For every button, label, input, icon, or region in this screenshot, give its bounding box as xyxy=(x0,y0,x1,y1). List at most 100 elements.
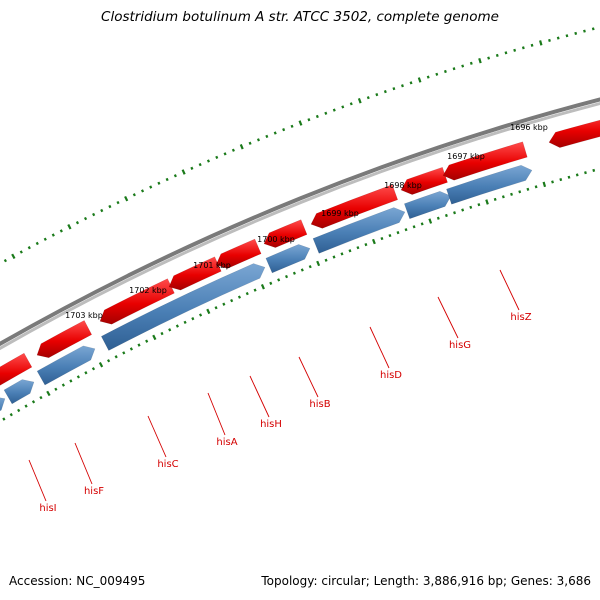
forward-gene-arrow[interactable] xyxy=(548,110,600,148)
inner-major-tick xyxy=(152,334,157,341)
outer-minor-tick xyxy=(426,75,430,79)
outer-minor-tick xyxy=(349,102,353,106)
reverse-gene-arrow[interactable] xyxy=(100,263,266,351)
outer-minor-tick xyxy=(43,237,47,241)
inner-minor-tick xyxy=(61,383,65,387)
inner-minor-tick xyxy=(9,413,13,417)
inner-minor-tick xyxy=(122,351,126,355)
inner-minor-tick xyxy=(91,367,96,371)
reverse-gene-arrow[interactable] xyxy=(265,244,311,274)
inner-minor-tick xyxy=(222,302,226,306)
outer-minor-tick xyxy=(273,131,277,135)
inner-minor-tick xyxy=(469,205,473,209)
outer-minor-tick xyxy=(443,69,447,74)
inner-major-tick xyxy=(316,260,321,267)
outer-minor-tick xyxy=(206,159,210,163)
reverse-gene-arrow[interactable] xyxy=(3,379,35,405)
forward-gene-arrow[interactable] xyxy=(263,219,308,248)
outer-minor-tick xyxy=(140,189,145,193)
outer-minor-tick xyxy=(513,48,517,52)
inner-minor-tick xyxy=(567,175,571,179)
forward-gene-arrow[interactable] xyxy=(0,352,33,390)
outer-minor-tick xyxy=(92,212,96,217)
gene-label: hisC xyxy=(157,459,178,470)
outer-minor-tick xyxy=(3,258,7,263)
inner-minor-tick xyxy=(453,211,456,215)
outer-minor-tick xyxy=(307,118,311,122)
inner-minor-tick xyxy=(191,317,195,321)
outer-minor-tick xyxy=(366,96,370,100)
forward-gene-arrow[interactable] xyxy=(215,238,262,269)
inner-major-tick xyxy=(46,390,51,397)
outer-minor-tick xyxy=(332,108,336,112)
outer-tick-marks xyxy=(3,27,595,263)
inner-minor-tick xyxy=(69,379,73,383)
reverse-strand-features[interactable] xyxy=(0,164,533,420)
reverse-gene-arrow[interactable] xyxy=(36,345,96,386)
inner-major-tick xyxy=(206,308,211,315)
tick-label: 1699 kbp xyxy=(321,209,359,218)
genome-summary-text: Topology: circular; Length: 3,886,916 bp… xyxy=(261,574,591,588)
inner-minor-tick xyxy=(584,171,587,175)
inner-minor-tick xyxy=(420,222,424,226)
outer-minor-tick xyxy=(282,128,286,132)
inner-minor-tick xyxy=(412,225,416,229)
inner-minor-tick xyxy=(526,187,530,191)
inner-tick-marks xyxy=(2,168,596,421)
inner-minor-tick xyxy=(292,271,296,275)
inner-minor-tick xyxy=(84,371,88,375)
reverse-gene-arrow[interactable] xyxy=(446,164,533,205)
outer-minor-tick xyxy=(27,246,31,250)
outer-minor-tick xyxy=(504,51,508,55)
gene-leader-line xyxy=(74,442,93,485)
outer-minor-tick xyxy=(452,67,456,71)
tick-label: 1703 kbp xyxy=(65,311,103,320)
inner-minor-tick xyxy=(137,343,141,347)
outer-minor-tick xyxy=(198,163,202,167)
gene-leader-line xyxy=(369,326,390,369)
outer-minor-tick xyxy=(574,31,578,35)
outer-minor-tick xyxy=(548,38,551,43)
forward-gene-arrow[interactable] xyxy=(442,141,528,181)
gene-label: hisH xyxy=(260,419,282,430)
outer-minor-tick xyxy=(324,111,328,115)
inner-minor-tick xyxy=(348,249,352,253)
inner-minor-tick xyxy=(324,258,328,262)
forward-gene-arrow[interactable] xyxy=(310,184,399,229)
outer-minor-tick xyxy=(565,34,569,38)
outer-major-tick xyxy=(67,224,72,230)
forward-strand-features[interactable] xyxy=(0,110,600,390)
inner-minor-tick xyxy=(107,359,111,363)
outer-minor-tick xyxy=(190,166,194,170)
reverse-gene-arrow[interactable] xyxy=(312,207,406,254)
inner-minor-tick xyxy=(76,375,80,379)
gene-leader-line xyxy=(207,392,226,436)
outer-major-tick xyxy=(478,57,482,64)
inner-minor-tick xyxy=(285,274,289,279)
inner-minor-tick xyxy=(253,288,257,292)
outer-minor-tick xyxy=(521,46,525,50)
outer-minor-tick xyxy=(375,93,379,97)
reverse-gene-arrow[interactable] xyxy=(0,396,6,420)
reverse-gene-arrow[interactable] xyxy=(403,191,452,220)
inner-minor-tick xyxy=(396,231,400,235)
outer-major-tick xyxy=(539,40,543,46)
outer-minor-tick xyxy=(315,114,319,119)
inner-major-tick xyxy=(428,218,433,224)
inner-minor-tick xyxy=(404,228,408,232)
forward-gene-arrow[interactable] xyxy=(36,320,93,359)
outer-minor-tick xyxy=(173,174,177,178)
inner-minor-tick xyxy=(356,246,360,250)
tick-labels: 1696 kbp 1697 kbp 1698 kbp 1699 kbp 1700 kbp… xyxy=(65,123,548,320)
accession-text: Accession: NC_009495 xyxy=(9,574,146,588)
inner-minor-tick xyxy=(380,236,384,241)
inner-minor-tick xyxy=(230,299,234,303)
outer-minor-tick xyxy=(341,105,345,109)
inner-minor-tick xyxy=(17,408,21,413)
backbone-shadow xyxy=(0,101,600,351)
outer-major-tick xyxy=(357,98,362,104)
inner-minor-tick xyxy=(510,192,513,196)
inner-major-tick xyxy=(485,199,489,205)
gene-label: hisA xyxy=(216,437,237,448)
